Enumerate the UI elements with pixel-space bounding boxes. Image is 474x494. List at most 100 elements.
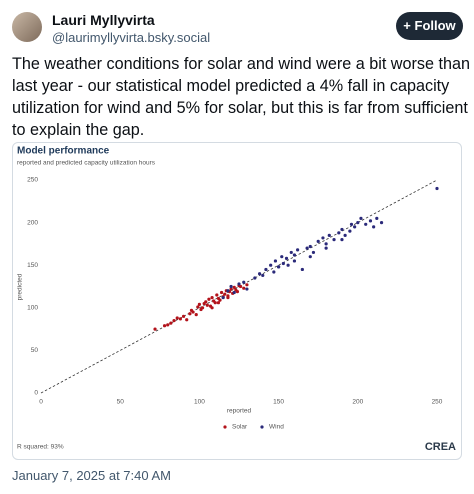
author-handle[interactable]: @laurimyllyvirta.bsky.social [52, 30, 211, 45]
text-line: to explain the gap. [12, 121, 145, 139]
point [229, 284, 233, 289]
point [215, 293, 219, 297]
point [337, 231, 341, 235]
x-tick-label: 50 [117, 399, 125, 406]
point [172, 318, 176, 323]
point [348, 229, 352, 233]
point [221, 295, 225, 300]
chart: Model performance reported and predicted… [17, 146, 456, 453]
point [200, 306, 205, 310]
point [300, 267, 304, 272]
point [292, 259, 297, 263]
post-text: The weather conditions for solar and win… [12, 53, 470, 141]
point [356, 221, 360, 225]
point [245, 287, 249, 291]
follow-button[interactable]: + Follow [396, 12, 463, 40]
source-logo: CREA [425, 441, 456, 453]
reference-line [40, 179, 438, 394]
point [321, 236, 325, 240]
point [340, 227, 344, 232]
point [226, 289, 230, 293]
point [169, 321, 173, 325]
point [235, 290, 240, 294]
point [232, 290, 236, 295]
point [273, 259, 278, 263]
point [188, 312, 192, 316]
point [284, 256, 289, 260]
point [194, 313, 198, 317]
point [324, 242, 328, 246]
x-axis-label: reported [227, 408, 252, 415]
point [332, 238, 336, 242]
point [292, 253, 297, 257]
y-tick-label: 250 [27, 177, 38, 184]
point [349, 222, 354, 226]
point [229, 287, 233, 291]
y-tick-label: 200 [27, 219, 38, 226]
point [296, 248, 300, 252]
x-tick-label: 200 [352, 399, 363, 406]
point [178, 317, 182, 321]
point [364, 222, 368, 226]
point [205, 303, 209, 307]
author-name[interactable]: Lauri Myllyvirta [52, 12, 155, 28]
point [277, 265, 281, 269]
point [242, 280, 246, 284]
point [340, 238, 344, 242]
point [308, 244, 312, 249]
x-tick-label: 150 [273, 399, 284, 406]
point [153, 327, 157, 331]
x-tick-label: 0 [39, 399, 43, 406]
point [207, 297, 211, 301]
point [191, 310, 195, 314]
point [166, 323, 170, 327]
point [237, 282, 241, 286]
legend-label: Solar [232, 424, 248, 431]
legend-label: Wind [269, 424, 284, 431]
point [216, 301, 221, 305]
point [245, 283, 249, 287]
point [238, 284, 243, 289]
point [218, 298, 222, 302]
point [324, 246, 328, 250]
point [219, 290, 224, 295]
point [353, 225, 357, 229]
text-line: utilization for wind and 5% for solar, b… [12, 99, 468, 117]
chart-title: Model performance [17, 146, 110, 157]
point [372, 225, 376, 229]
point [311, 250, 316, 255]
point [272, 270, 276, 274]
chart-card [12, 142, 462, 460]
point [213, 301, 217, 305]
point [359, 216, 363, 220]
point [281, 261, 285, 266]
x-tick-label: 250 [432, 399, 443, 406]
point [316, 239, 320, 243]
point [379, 221, 384, 225]
x-tick-label: 100 [194, 399, 205, 406]
legend-marker [260, 425, 264, 429]
legend-marker [223, 425, 227, 429]
point [264, 267, 268, 272]
point [223, 292, 227, 296]
y-tick-label: 150 [27, 262, 38, 269]
annotation: R squared: 93% [17, 444, 64, 451]
point [289, 250, 293, 255]
point [435, 186, 439, 191]
point [242, 286, 246, 290]
point [204, 300, 208, 304]
y-tick-label: 0 [34, 390, 38, 397]
text-line: The weather conditions for solar and win… [12, 55, 470, 73]
y-tick-label: 100 [27, 305, 38, 312]
follow-label: Follow [414, 18, 456, 33]
timestamp: January 7, 2025 at 7:40 AM [12, 468, 171, 483]
avatar[interactable] [12, 12, 42, 42]
y-axis-label: predicted [17, 273, 24, 300]
point [286, 263, 290, 267]
point [226, 295, 230, 300]
point [185, 318, 189, 322]
point [181, 314, 186, 318]
chart-subtitle: reported and predicted capacity utilizat… [17, 160, 156, 167]
point [327, 233, 331, 237]
point [257, 272, 262, 276]
